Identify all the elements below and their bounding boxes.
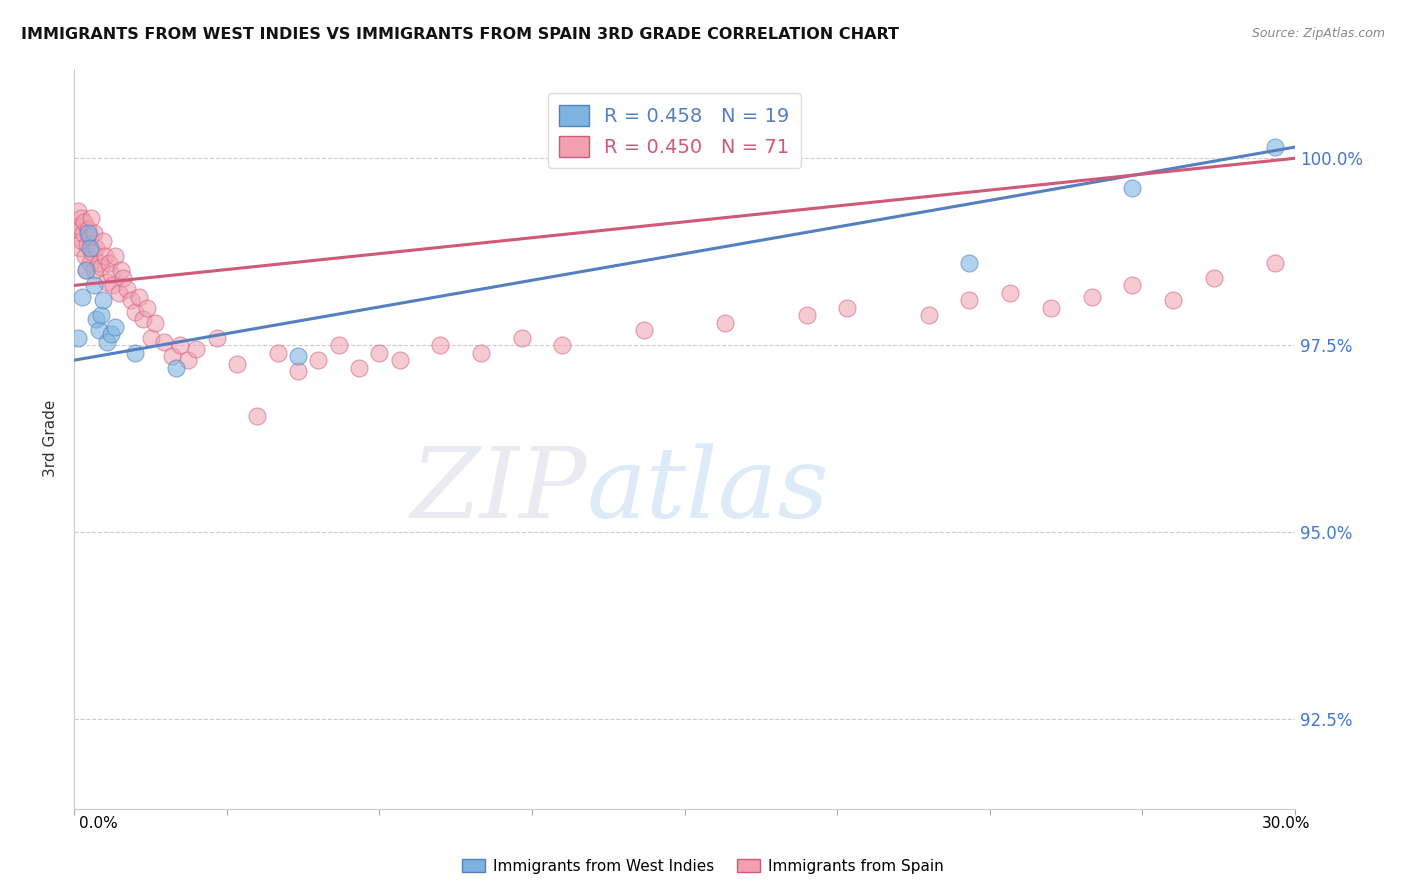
Point	[83, 278, 105, 293]
Text: 30.0%: 30.0%	[1263, 816, 1310, 831]
Point	[551, 338, 574, 352]
Point	[1121, 181, 1143, 195]
Point	[75, 263, 97, 277]
Point	[510, 331, 533, 345]
Point	[1039, 301, 1062, 315]
Point	[266, 345, 288, 359]
Point	[347, 360, 370, 375]
Point	[70, 234, 93, 248]
Point	[287, 364, 309, 378]
Point	[124, 304, 146, 318]
Point	[246, 409, 269, 424]
Point	[93, 248, 115, 262]
Point	[91, 234, 114, 248]
Point	[70, 211, 93, 226]
Point	[96, 334, 118, 349]
Point	[328, 338, 350, 352]
Point	[100, 267, 122, 281]
Point	[959, 293, 981, 308]
Point	[83, 226, 105, 240]
Point	[104, 248, 127, 262]
Point	[77, 226, 100, 240]
Point	[998, 285, 1021, 300]
Point	[104, 319, 127, 334]
Point	[79, 229, 101, 244]
Point	[470, 345, 492, 359]
Text: ZIP: ZIP	[411, 443, 586, 538]
Text: 0.0%: 0.0%	[79, 816, 118, 831]
Point	[75, 248, 97, 262]
Point	[86, 312, 108, 326]
Point	[65, 222, 87, 236]
Point	[160, 350, 183, 364]
Point	[70, 290, 93, 304]
Point	[67, 203, 90, 218]
Point	[75, 263, 97, 277]
Legend: Immigrants from West Indies, Immigrants from Spain: Immigrants from West Indies, Immigrants …	[457, 853, 949, 880]
Point	[368, 345, 391, 359]
Point	[124, 345, 146, 359]
Point	[91, 293, 114, 308]
Point	[69, 241, 91, 255]
Legend: R = 0.458   N = 19, R = 0.450   N = 71: R = 0.458 N = 19, R = 0.450 N = 71	[548, 93, 801, 169]
Point	[111, 271, 134, 285]
Point	[388, 353, 411, 368]
Point	[132, 312, 155, 326]
Point	[79, 241, 101, 255]
Point	[1264, 256, 1286, 270]
Point	[287, 350, 309, 364]
Point	[152, 334, 174, 349]
Point	[165, 360, 187, 375]
Point	[918, 309, 941, 323]
Point	[429, 338, 451, 352]
Point	[86, 241, 108, 255]
Point	[177, 353, 200, 368]
Point	[76, 237, 98, 252]
Point	[97, 256, 120, 270]
Point	[108, 285, 131, 300]
Point	[837, 301, 859, 315]
Point	[87, 256, 110, 270]
Point	[72, 226, 94, 240]
Point	[959, 256, 981, 270]
Point	[67, 219, 90, 233]
Point	[115, 282, 138, 296]
Point	[82, 244, 104, 259]
Y-axis label: 3rd Grade: 3rd Grade	[44, 401, 58, 477]
Point	[67, 331, 90, 345]
Point	[77, 222, 100, 236]
Point	[80, 211, 103, 226]
Point	[87, 323, 110, 337]
Point	[205, 331, 228, 345]
Point	[79, 256, 101, 270]
Point	[83, 263, 105, 277]
Point	[1080, 290, 1102, 304]
Point	[96, 275, 118, 289]
Point	[1264, 140, 1286, 154]
Point	[1202, 271, 1225, 285]
Point	[120, 293, 142, 308]
Point	[141, 331, 163, 345]
Point	[145, 316, 167, 330]
Point	[73, 215, 96, 229]
Point	[225, 357, 247, 371]
Point	[1161, 293, 1184, 308]
Text: atlas: atlas	[586, 443, 830, 538]
Point	[307, 353, 329, 368]
Point	[796, 309, 818, 323]
Point	[186, 342, 208, 356]
Point	[136, 301, 159, 315]
Point	[169, 338, 191, 352]
Point	[110, 263, 132, 277]
Text: Source: ZipAtlas.com: Source: ZipAtlas.com	[1251, 27, 1385, 40]
Point	[90, 260, 112, 274]
Point	[128, 290, 150, 304]
Point	[1121, 278, 1143, 293]
Point	[90, 309, 112, 323]
Point	[633, 323, 655, 337]
Point	[100, 326, 122, 341]
Point	[101, 278, 124, 293]
Point	[714, 316, 737, 330]
Text: IMMIGRANTS FROM WEST INDIES VS IMMIGRANTS FROM SPAIN 3RD GRADE CORRELATION CHART: IMMIGRANTS FROM WEST INDIES VS IMMIGRANT…	[21, 27, 898, 42]
